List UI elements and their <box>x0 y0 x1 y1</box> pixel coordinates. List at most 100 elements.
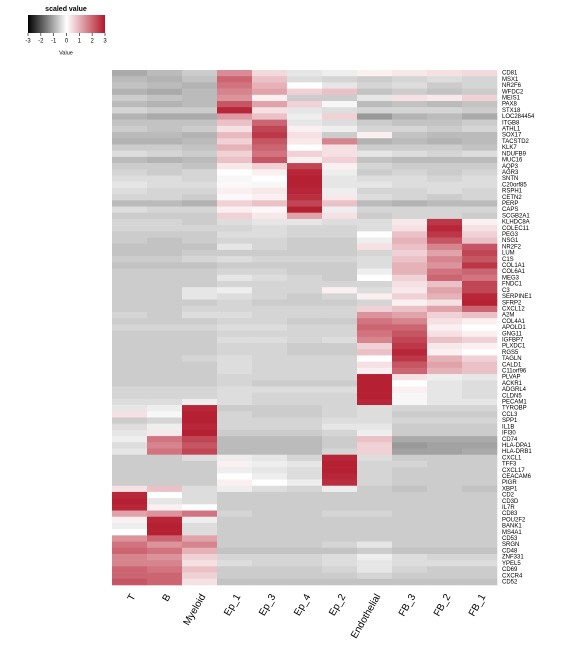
cell <box>287 107 323 114</box>
cell <box>217 119 253 127</box>
cell <box>427 299 463 307</box>
cell <box>217 423 253 431</box>
cell <box>252 355 288 362</box>
cell <box>322 417 358 424</box>
cell <box>322 76 358 83</box>
cell <box>287 380 323 387</box>
cell <box>217 355 253 362</box>
cell <box>357 535 393 542</box>
cell <box>112 448 148 455</box>
cell <box>427 398 463 406</box>
cell <box>252 156 288 164</box>
cell <box>287 436 323 443</box>
cell <box>217 181 253 189</box>
cell <box>182 330 218 338</box>
cell <box>112 119 148 127</box>
cell <box>182 243 218 251</box>
cell <box>182 522 218 530</box>
cell <box>322 119 358 127</box>
cell <box>147 256 183 263</box>
cell <box>252 460 288 468</box>
cell <box>112 274 148 282</box>
cell <box>322 386 358 393</box>
cell <box>287 280 323 288</box>
cell <box>147 491 183 499</box>
cell <box>147 206 183 214</box>
cell <box>182 82 218 89</box>
cell <box>252 535 288 542</box>
colorbar <box>28 15 105 33</box>
row-label: CAPS <box>502 207 518 213</box>
cell <box>392 163 428 170</box>
cell <box>392 374 428 381</box>
cell <box>112 392 148 400</box>
cell <box>462 436 498 443</box>
cell <box>427 547 463 555</box>
cell <box>147 392 183 400</box>
cell <box>287 343 323 350</box>
cell <box>287 169 323 176</box>
column-label: FB_1 <box>467 592 489 619</box>
cell <box>427 237 463 245</box>
row-label: SPP1 <box>502 418 518 424</box>
cell <box>252 274 288 282</box>
cell <box>462 417 498 424</box>
cell <box>392 479 428 487</box>
cell <box>147 212 183 220</box>
row-label: CD48 <box>502 548 518 554</box>
cell <box>147 107 183 114</box>
cell <box>112 70 148 77</box>
row-label: SRGN <box>502 542 519 548</box>
cell <box>252 181 288 189</box>
cell <box>147 423 183 431</box>
cell <box>147 349 183 356</box>
cell <box>287 274 323 282</box>
cell <box>462 287 498 294</box>
cell <box>147 138 183 145</box>
cell <box>392 336 428 344</box>
cell <box>357 169 393 176</box>
cell <box>462 311 498 319</box>
cell <box>427 206 463 214</box>
cell <box>287 324 323 331</box>
cell <box>322 578 358 586</box>
cell <box>252 70 288 77</box>
cell <box>217 541 253 549</box>
cell <box>182 181 218 189</box>
cell <box>112 125 148 133</box>
cell <box>357 200 393 207</box>
cell <box>252 324 288 331</box>
cell <box>357 473 393 480</box>
cell <box>217 516 253 524</box>
cell <box>322 280 358 288</box>
cell <box>287 70 323 77</box>
cell <box>287 206 323 214</box>
cell <box>252 76 288 83</box>
cell <box>147 467 183 474</box>
cell <box>112 417 148 424</box>
cell <box>217 572 253 580</box>
cell <box>147 175 183 182</box>
cell <box>182 547 218 555</box>
cell <box>392 82 428 89</box>
cell <box>112 491 148 499</box>
cell <box>252 547 288 555</box>
row-label: TYROBP <box>502 406 527 412</box>
cell <box>252 578 288 586</box>
cell <box>112 243 148 251</box>
cell <box>322 144 358 151</box>
cell <box>112 237 148 245</box>
cell <box>392 510 428 518</box>
row-label: PLVAP <box>502 375 520 381</box>
cell <box>182 535 218 542</box>
cell <box>357 94 393 102</box>
row-label: CXCL1 <box>502 455 522 461</box>
cell <box>217 94 253 102</box>
cell <box>427 498 463 505</box>
cell <box>217 268 253 276</box>
cell <box>287 417 323 424</box>
cell <box>182 448 218 455</box>
cell <box>427 268 463 276</box>
cell <box>112 423 148 431</box>
cell <box>427 392 463 400</box>
